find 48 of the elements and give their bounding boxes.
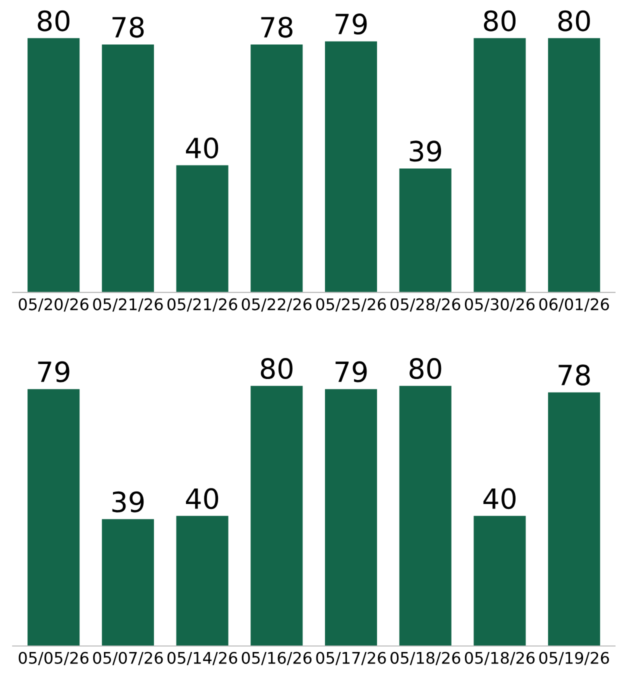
x-tick-label: 05/25/26 — [316, 298, 386, 312]
bar — [102, 519, 154, 646]
bar — [399, 168, 452, 292]
bar — [474, 516, 526, 646]
x-tick-label: 05/19/26 — [539, 652, 609, 666]
data-label: 79 — [38, 361, 70, 382]
bar — [324, 41, 378, 292]
x-tick-label: 05/20/26 — [18, 298, 88, 312]
bar — [548, 38, 600, 292]
data-label: 78 — [112, 16, 144, 38]
x-tick-label: 05/16/26 — [242, 652, 312, 666]
x-tick-label: 05/14/26 — [167, 652, 238, 666]
x-tick-label: 05/28/26 — [390, 298, 460, 312]
bar — [324, 389, 378, 646]
data-label: 78 — [261, 16, 292, 38]
bar — [176, 516, 228, 646]
data-label: 40 — [186, 137, 218, 158]
x-tick-label: 05/21/26 — [93, 298, 163, 312]
x-tick-label: 05/07/26 — [93, 652, 163, 666]
data-label: 78 — [558, 364, 590, 386]
data-label: 80 — [558, 10, 590, 32]
bar — [28, 38, 80, 292]
x-tick-label: 05/05/26 — [18, 652, 88, 666]
data-label: 80 — [38, 10, 70, 32]
bar — [548, 392, 600, 646]
x-tick-label: 05/22/26 — [242, 298, 312, 312]
data-label: 40 — [483, 488, 516, 510]
bar — [28, 389, 80, 646]
x-tick-label: 06/01/26 — [539, 298, 609, 312]
x-tick-label: 05/30/26 — [464, 298, 535, 312]
data-label: 80 — [484, 10, 516, 32]
bar — [176, 165, 228, 292]
bar — [250, 386, 303, 646]
data-label: 79 — [336, 14, 367, 35]
data-label: 40 — [186, 488, 218, 510]
bar — [102, 44, 154, 292]
bar — [399, 386, 452, 646]
data-label: 79 — [336, 361, 367, 382]
data-label: 39 — [112, 491, 144, 512]
data-label: 39 — [410, 140, 442, 162]
data-label: 80 — [410, 358, 442, 380]
x-tick-label: 05/18/26 — [464, 652, 535, 666]
x-tick-label: 05/21/26 — [167, 298, 238, 312]
data-label: 80 — [260, 358, 292, 380]
bar — [474, 38, 526, 292]
x-tick-label: 05/18/26 — [390, 652, 460, 666]
bar — [250, 44, 303, 292]
x-tick-label: 05/17/26 — [316, 652, 386, 666]
